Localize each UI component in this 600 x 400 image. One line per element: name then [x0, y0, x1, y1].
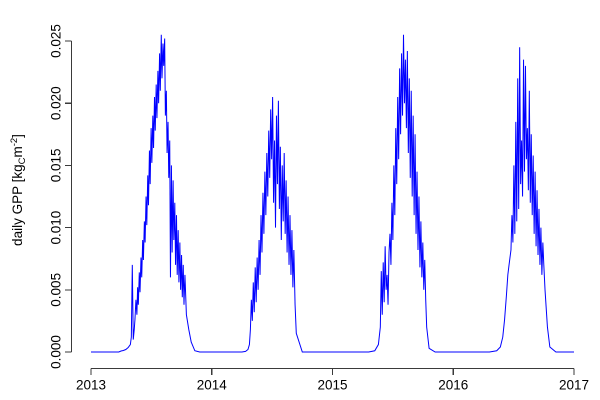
x-tick-label-2: 2015 [317, 378, 347, 393]
y-tick-label-1: 0.005 [49, 273, 64, 307]
x-tick-label-0: 2013 [76, 378, 106, 393]
y-tick-label-2: 0.010 [49, 211, 64, 245]
y-axis: 0.000 0.005 0.010 0.015 0.020 0.025 [49, 24, 73, 369]
x-tick-label-4: 2017 [559, 378, 589, 393]
gpp-series-line [91, 34, 574, 353]
y-tick-label-3: 0.015 [49, 149, 64, 183]
y-tick-label-0: 0.000 [49, 335, 64, 369]
x-tick-label-1: 2014 [197, 378, 228, 393]
x-axis: 2013 2014 2015 2016 2017 [76, 367, 589, 393]
x-tick-label-3: 2016 [438, 378, 468, 393]
y-tick-label-5: 0.025 [49, 24, 64, 58]
y-tick-label-4: 0.020 [49, 86, 64, 120]
